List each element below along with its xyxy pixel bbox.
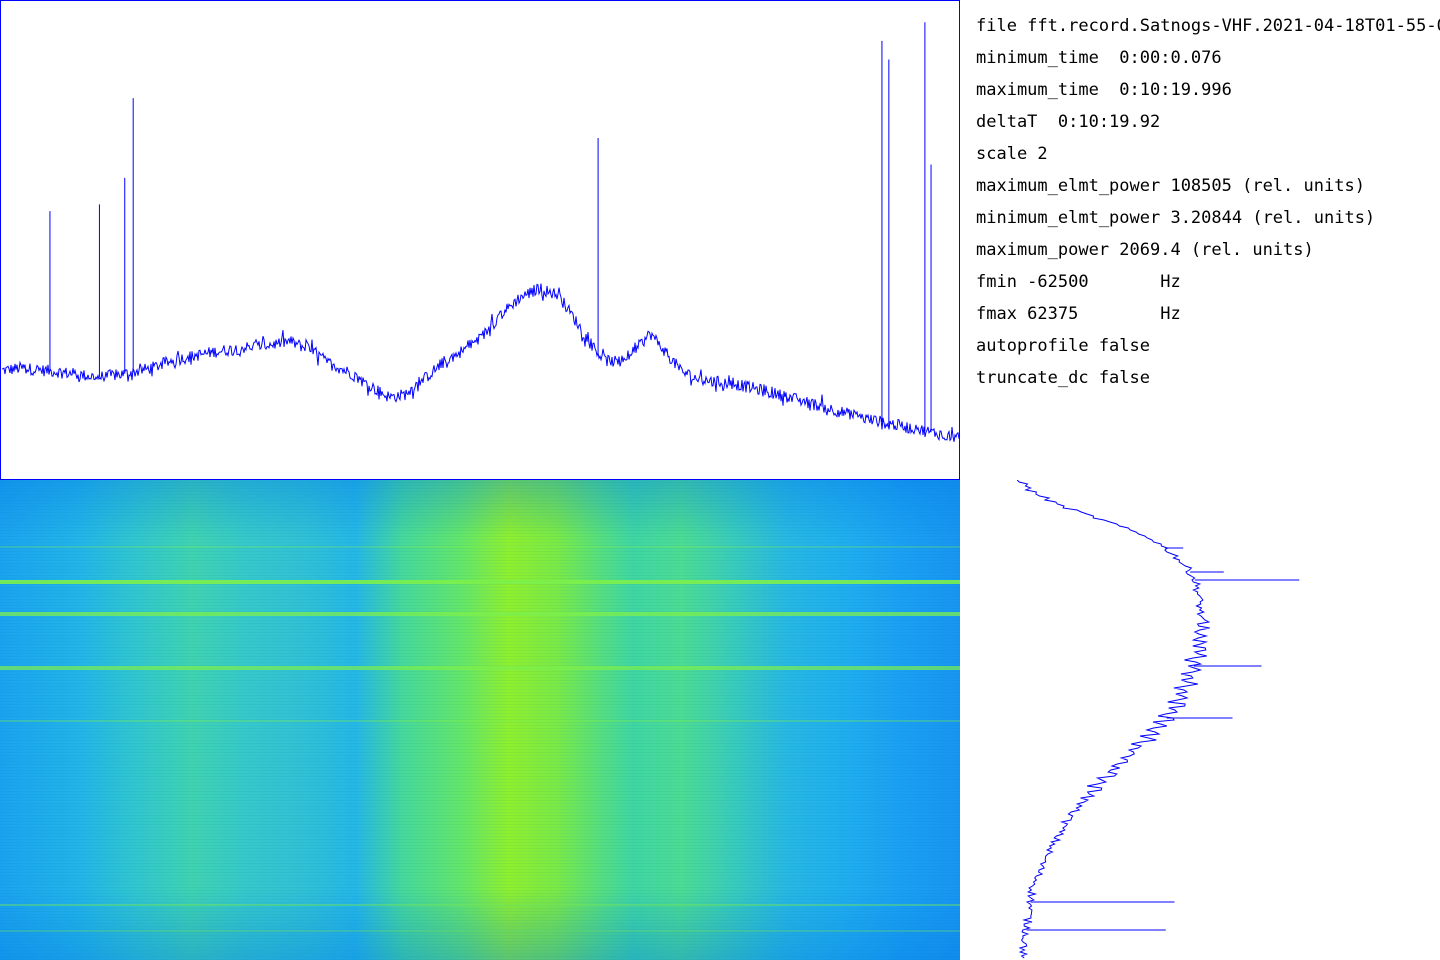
info-line: fmin -62500 Hz: [976, 272, 1181, 292]
time-profile-plot: [1016, 480, 1300, 959]
waterfall-interference-line: [0, 546, 960, 548]
waterfall-interference-line: [0, 580, 960, 584]
waterfall-interference-line: [0, 930, 960, 932]
waterfall-interference-line: [0, 612, 960, 616]
info-line: minimum_elmt_power 3.20844 (rel. units): [976, 208, 1376, 228]
info-line: fmax 62375 Hz: [976, 304, 1181, 324]
info-line: scale 2: [976, 144, 1048, 164]
info-line: maximum_power 2069.4 (rel. units): [976, 240, 1314, 260]
info-line: deltaT 0:10:19.92: [976, 112, 1161, 132]
info-line: file fft.record.Satnogs-VHF.2021-04-18T0…: [976, 16, 1440, 36]
time-profile-line: [1016, 480, 1211, 959]
spectrum-series-line: [1, 283, 960, 442]
spectrum-trace-svg: [1, 22, 960, 442]
info-line: minimum_time 0:00:0.076: [976, 48, 1222, 68]
waterfall-interference-line: [0, 904, 960, 906]
metadata-panel: file fft.record.Satnogs-VHF.2021-04-18T0…: [976, 10, 1440, 394]
waterfall-spectrogram: [0, 480, 960, 960]
info-line: autoprofile false: [976, 336, 1150, 356]
waterfall-interference-line: [0, 666, 960, 670]
info-line: maximum_elmt_power 108505 (rel. units): [976, 176, 1365, 196]
waterfall-interference-line: [0, 720, 960, 722]
spectrum-plot: [0, 0, 960, 480]
info-line: maximum_time 0:10:19.996: [976, 80, 1232, 100]
info-line: truncate_dc false: [976, 368, 1150, 388]
